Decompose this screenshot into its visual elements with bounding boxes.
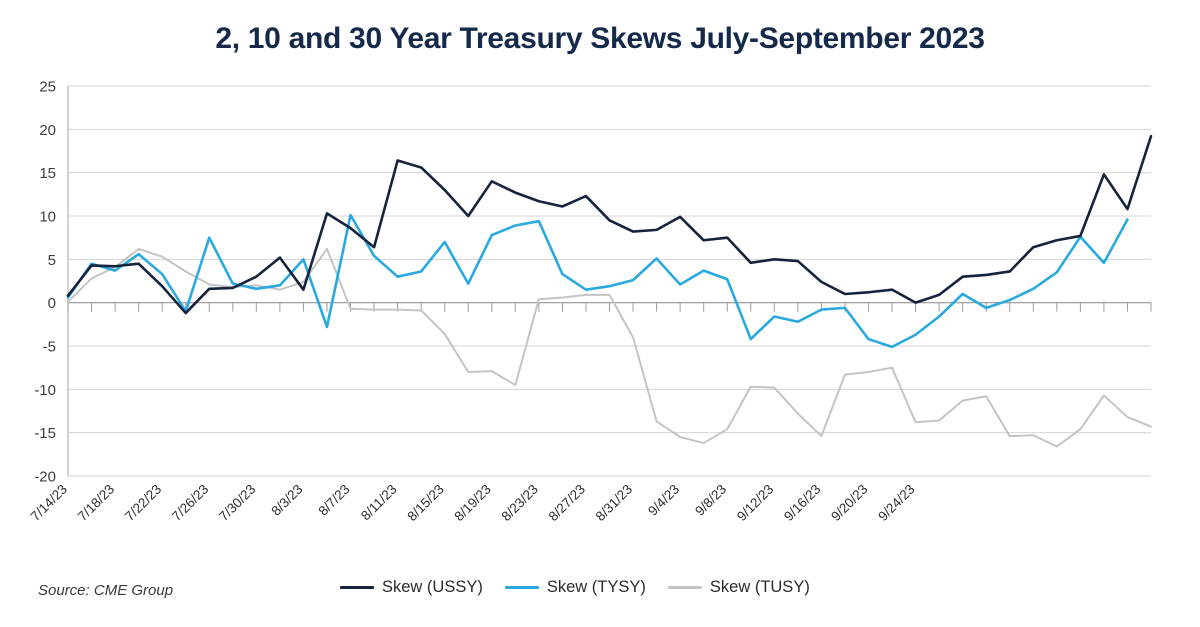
x-tick-label: 7/26/23	[169, 482, 211, 524]
legend-line-swatch-icon	[340, 586, 374, 589]
source-note: Source: CME Group	[38, 582, 174, 599]
x-tick-label: 9/12/23	[734, 482, 776, 524]
y-axis-tick-labels: 25 20 15 10 5 0 -5 -10 -15 -20	[34, 79, 56, 486]
chart-legend: Skew (USSY) Skew (TYSY) Skew (TUSY)	[340, 578, 810, 597]
legend-label: Skew (TUSY)	[709, 578, 810, 596]
series-line-skewtysy	[66, 213, 1129, 349]
y-tick-label: 25	[39, 79, 56, 96]
legend-label: Skew (USSY)	[382, 578, 483, 596]
legend-line-swatch-icon	[504, 586, 539, 589]
x-tick-label: 8/7/23	[315, 482, 352, 519]
x-tick-label: 9/16/23	[781, 482, 823, 524]
data-series-group	[66, 134, 1153, 448]
x-tick-label: 8/11/23	[358, 482, 400, 524]
x-tick-label: 7/18/23	[75, 482, 117, 524]
legend-item-1[interactable]: Skew (TYSY)	[504, 578, 646, 597]
y-tick-label: -10	[34, 382, 56, 399]
x-tick-label: 8/27/23	[546, 482, 588, 524]
x-tick-label: 8/19/23	[451, 482, 493, 524]
legend-item-0[interactable]: Skew (USSY)	[340, 578, 483, 597]
y-tick-label: -15	[34, 425, 56, 442]
x-tick-label: 9/20/23	[828, 482, 870, 524]
x-tick-label: 8/31/23	[593, 482, 635, 524]
y-tick-label: 5	[48, 252, 56, 269]
chart-title: 2, 10 and 30 Year Treasury Skews July-Se…	[215, 22, 985, 55]
series-line-skewussy	[66, 134, 1153, 315]
x-tick-label: 8/3/23	[268, 482, 305, 519]
y-tick-label: 10	[39, 209, 56, 226]
x-tick-label: 9/4/23	[645, 482, 682, 519]
x-tick-label: 7/30/23	[216, 482, 258, 524]
x-tick-label: 7/14/23	[28, 482, 70, 524]
x-tick-label: 7/22/23	[122, 482, 164, 524]
x-tick-label: 9/8/23	[692, 482, 729, 519]
legend-line-swatch-icon	[667, 586, 702, 589]
y-tick-label: 0	[48, 295, 56, 312]
y-tick-label: 15	[39, 165, 56, 182]
y-tick-label: -5	[43, 339, 56, 356]
legend-label: Skew (TYSY)	[546, 578, 646, 596]
x-tick-label: 8/23/23	[499, 482, 541, 524]
y-tick-label: 20	[39, 122, 56, 139]
x-axis-ticks	[67, 302, 1152, 312]
legend-item-2[interactable]: Skew (TUSY)	[667, 578, 810, 597]
y-tick-label: -20	[34, 469, 56, 486]
x-tick-label: 9/24/23	[875, 482, 917, 524]
x-tick-label: 8/15/23	[404, 482, 446, 524]
x-axis-tick-labels: 7/14/23 7/18/23 7/22/23 7/26/23 7/30/23 8/3/2…	[28, 482, 918, 524]
